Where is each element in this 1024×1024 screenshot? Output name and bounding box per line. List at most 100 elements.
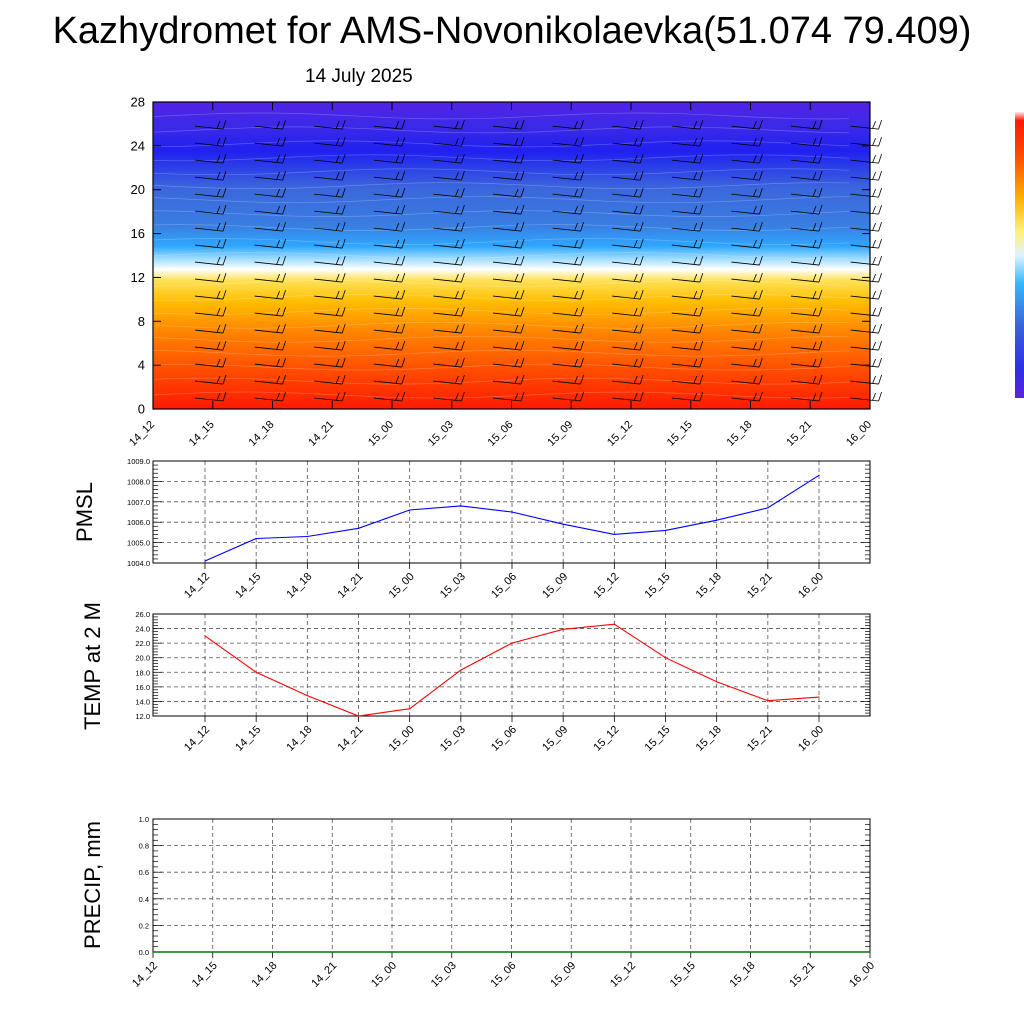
wind-barb <box>433 204 465 215</box>
wind-barb <box>492 221 525 232</box>
x-tick-label: 15_09 <box>540 571 570 601</box>
wind-barb <box>433 323 465 334</box>
wind-barb <box>373 136 406 147</box>
wind-barb <box>492 272 525 283</box>
wind-barb <box>671 238 704 249</box>
wind-barb <box>671 204 704 215</box>
plot-frame <box>152 460 871 564</box>
x-tick-label: 15_06 <box>489 724 519 754</box>
y-tick-label: 28 <box>131 95 145 110</box>
heatmap-field <box>153 102 870 409</box>
x-tick-label: 15_12 <box>591 724 621 754</box>
wind-barb <box>671 221 704 232</box>
wind-barb <box>671 357 704 368</box>
x-tick-label: 15_18 <box>694 571 724 601</box>
wind-barb <box>612 272 644 283</box>
wind-barb <box>552 255 584 266</box>
wind-barb <box>790 187 823 198</box>
y-tick-label: 4 <box>138 358 145 373</box>
wind-barb <box>314 255 346 266</box>
wind-barb <box>552 357 584 368</box>
y-axis-label: TEMP at 2 M <box>80 602 105 730</box>
wind-barb <box>552 187 584 198</box>
wind-barb <box>314 187 346 198</box>
wind-barb <box>790 272 823 283</box>
contour-line <box>152 321 850 329</box>
wind-barb <box>314 374 346 385</box>
wind-barb <box>612 187 644 198</box>
y-tick-label: 20.0 <box>135 654 150 663</box>
data-point <box>306 695 308 697</box>
wind-barb <box>194 272 227 283</box>
wind-barb <box>433 374 465 385</box>
wind-barb <box>194 204 227 215</box>
pmsl-chart: 1004.0 1005.0 1006.0 1007.0 1008.0 1009.0 14_1… <box>72 457 871 601</box>
wind-barb <box>671 272 704 283</box>
wind-barb <box>552 289 584 300</box>
x-tick-label: 14_18 <box>284 571 314 601</box>
y-tick-label: 0.6 <box>139 868 149 877</box>
wind-barb <box>194 289 227 300</box>
wind-barb <box>850 119 882 130</box>
wind-barb <box>254 289 286 300</box>
wind-barb <box>552 306 584 317</box>
wind-barb <box>373 119 406 130</box>
y-tick-label: 16.0 <box>135 683 150 692</box>
page-title: Kazhydromet for AMS-Novonikolaevka(51.07… <box>52 10 972 52</box>
x-tick-label: 15_03 <box>438 571 468 601</box>
wind-barb <box>254 306 286 317</box>
wind-barb <box>731 391 763 402</box>
x-tick-label: 14_15 <box>233 724 263 754</box>
wind-barb <box>552 221 584 232</box>
wind-barb <box>373 255 406 266</box>
wind-barb <box>433 357 465 368</box>
y-tick-label: 0.4 <box>139 895 149 904</box>
wind-barb <box>194 187 227 198</box>
wind-barb <box>552 170 584 181</box>
wind-barb <box>671 170 704 181</box>
wind-barb <box>552 119 584 130</box>
wind-barb <box>552 272 584 283</box>
y-tick-label: 1008.0 <box>127 477 150 486</box>
x-tick-label: 14_15 <box>190 960 220 990</box>
contour-line <box>152 112 850 120</box>
x-tick-label: 14_12 <box>182 724 212 754</box>
wind-barb <box>492 187 525 198</box>
x-tick-label: 15_06 <box>489 960 519 990</box>
x-tick-label: 15_21 <box>745 571 775 601</box>
wind-barb <box>671 187 704 198</box>
x-tick-label: 14_12 <box>182 571 212 601</box>
wind-barb <box>850 238 882 249</box>
contour-line <box>152 391 850 399</box>
wind-barb <box>731 119 763 130</box>
wind-barb <box>194 374 227 385</box>
data-point <box>460 669 462 671</box>
wind-barb <box>254 374 286 385</box>
wind-barb <box>671 289 704 300</box>
wind-barb <box>314 306 346 317</box>
contour-line <box>152 154 850 162</box>
contour-line <box>152 196 850 204</box>
wind-barb <box>850 323 882 334</box>
wind-barb <box>731 136 763 147</box>
wind-barb <box>790 238 823 249</box>
wind-barb <box>492 357 525 368</box>
wind-barb <box>492 374 525 385</box>
data-point <box>204 560 206 562</box>
x-tick-label: 16_00 <box>847 960 877 990</box>
data-point <box>613 533 615 536</box>
data-point <box>664 657 667 659</box>
y-tick-label: 12 <box>131 270 145 285</box>
wind-barb <box>731 170 763 181</box>
wind-barb <box>612 153 644 164</box>
wind-barb <box>254 272 286 283</box>
data-point <box>613 623 615 625</box>
x-tick-label: 16_00 <box>796 724 826 754</box>
x-tick-label: 15_03 <box>429 960 459 990</box>
wind-barb <box>314 340 346 351</box>
wind-barb <box>671 119 704 130</box>
contour-line <box>152 238 850 245</box>
wind-barb <box>254 340 286 351</box>
wind-barb <box>492 136 525 147</box>
wind-barb <box>612 357 644 368</box>
